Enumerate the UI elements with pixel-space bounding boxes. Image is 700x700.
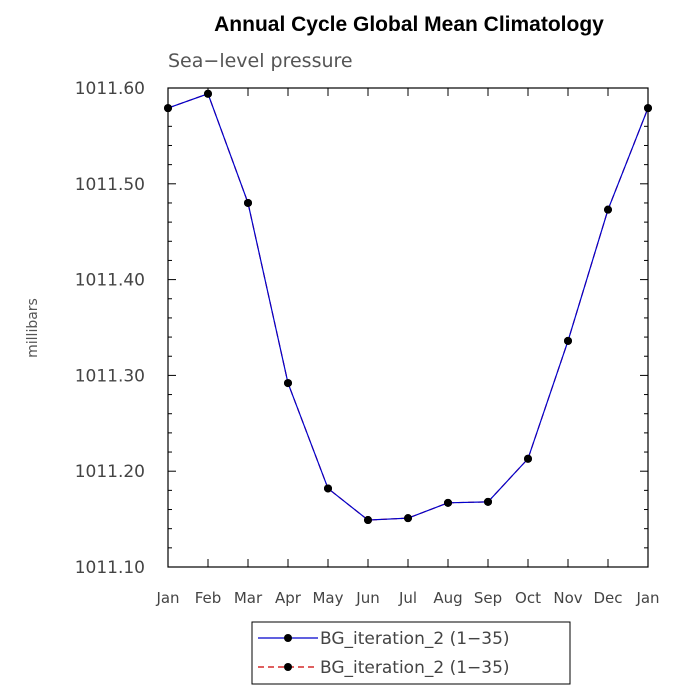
- series-line-0: [167, 92, 649, 521]
- x-tick-label: Mar: [234, 589, 263, 607]
- y-tick-label: 1011.10: [75, 558, 145, 578]
- legend-label-1: BG_iteration_2 (1−35): [320, 658, 510, 678]
- legend: BG_iteration_2 (1−35) BG_iteration_2 (1−3…: [251, 621, 571, 685]
- data-point: [364, 516, 372, 525]
- y-tick-label: 1011.50: [75, 175, 145, 195]
- x-tick-labels: Jan Feb Mar Apr May Jun Jul Aug Sep Oct Nov Dec Jan: [155, 589, 659, 607]
- x-tick-label: Oct: [515, 589, 541, 607]
- chart-subtitle: Sea−level pressure: [168, 50, 353, 72]
- axis-ticks: [167, 87, 649, 568]
- x-tick-label: Nov: [553, 589, 582, 607]
- legend-label-0: BG_iteration_2 (1−35): [320, 629, 510, 649]
- x-tick-label: Jan: [635, 589, 659, 607]
- data-point: [404, 514, 412, 523]
- data-point: [164, 104, 172, 113]
- data-point: [524, 454, 532, 463]
- data-point: [324, 484, 332, 493]
- x-tick-label: Feb: [195, 589, 222, 607]
- x-tick-label: Apr: [275, 589, 302, 607]
- series-line-1: [167, 92, 649, 521]
- y-tick-label: 1011.60: [75, 79, 145, 99]
- data-point: [204, 89, 212, 98]
- data-point: [244, 198, 252, 207]
- x-tick-label: May: [312, 589, 343, 607]
- data-point: [484, 497, 492, 506]
- x-tick-label: Jan: [155, 589, 179, 607]
- series-layer: [164, 89, 652, 525]
- y-tick-label: 1011.30: [75, 366, 145, 386]
- data-point: [284, 379, 292, 388]
- y-tick-label: 1011.20: [75, 462, 145, 482]
- y-tick-labels: 1011.10 1011.20 1011.30 1011.40 1011.50 1011.…: [75, 79, 145, 578]
- x-tick-label: Sep: [474, 589, 502, 607]
- legend-marker: [284, 663, 292, 671]
- legend-marker: [284, 634, 292, 642]
- x-tick-label: Dec: [593, 589, 622, 607]
- data-point: [564, 336, 572, 345]
- plot-area-frame: [167, 87, 649, 568]
- x-tick-label: Jun: [355, 589, 379, 607]
- y-axis-label: millibars: [25, 298, 41, 358]
- chart-title: Annual Cycle Global Mean Climatology: [214, 13, 604, 36]
- data-point: [444, 498, 452, 507]
- x-tick-label: Aug: [433, 589, 462, 607]
- legend-box: [251, 621, 571, 685]
- x-tick-label: Jul: [398, 589, 417, 607]
- y-tick-label: 1011.40: [75, 271, 145, 291]
- data-point: [604, 205, 612, 214]
- data-point: [644, 104, 652, 113]
